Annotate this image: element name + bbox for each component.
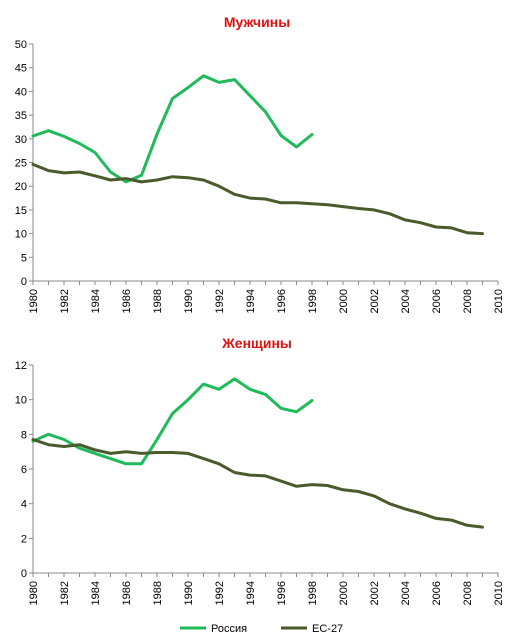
y-tick-label: 40 [15,86,27,98]
y-tick-label: 2 [21,533,27,545]
x-tick-label: 1992 [214,581,226,605]
x-tick-label: 1994 [245,581,257,605]
y-tick-label: 30 [15,134,27,146]
y-tick-label: 50 [15,39,27,51]
x-tick-label: 2006 [431,289,443,313]
x-tick-label: 2000 [338,289,350,313]
y-tick-label: 6 [21,464,27,476]
y-tick-label: 35 [15,110,27,122]
series-line-russia [31,74,314,184]
x-tick-label: 2010 [493,581,505,605]
x-tick-label: 2002 [369,581,381,605]
x-tick-label: 1998 [307,289,319,313]
chart-title-men: Мужчины [224,14,290,30]
x-tick-label: 1988 [152,581,164,605]
x-tick-label: 2010 [493,289,505,313]
y-tick-label: 20 [15,181,27,193]
y-tick-label: 10 [15,395,27,407]
y-tick-label: 0 [21,568,27,580]
series-line-eu27 [31,438,484,529]
x-tick-label: 1980 [28,581,40,605]
x-tick-label: 2006 [431,581,443,605]
x-tick-label: 1990 [183,289,195,313]
series-line-eu27 [31,162,484,236]
legend: Россия ЕС-27 [180,623,343,635]
x-tick-label: 1990 [183,581,195,605]
y-tick-label: 5 [21,252,27,264]
x-tick-label: 1996 [276,289,288,313]
x-tick-label: 1998 [307,581,319,605]
y-tick-label: 12 [15,360,27,372]
y-tick-label: 10 [15,229,27,241]
x-tick-label: 2002 [369,289,381,313]
chart-men: Мужчины 0 5 10 15 20 25 30 35 40 45 50 1980 1982 1984… [15,14,505,313]
x-tick-label: 1992 [214,289,226,313]
x-tick-label: 1984 [90,289,102,313]
chart-title-women: Женщины [221,335,292,351]
x-tick-label: 2004 [400,581,412,605]
y-tick-label: 15 [15,205,27,217]
chart-women: Женщины 0 2 4 6 8 10 12 1980 1982 1984 1986 1988 199… [15,335,505,605]
x-tick-label: 1988 [152,289,164,313]
x-tick-label: 2008 [462,289,474,313]
x-tick-label: 1984 [90,581,102,605]
y-tick-label: 0 [21,276,27,288]
x-tick-label: 2004 [400,289,412,313]
x-tick-label: 1982 [59,581,71,605]
legend-label-eu27: ЕС-27 [312,623,343,635]
x-tick-label: 1982 [59,289,71,313]
x-tick-label: 1996 [276,581,288,605]
y-tick-label: 8 [21,429,27,441]
x-tick-label: 1986 [121,289,133,313]
y-tick-label: 25 [15,158,27,170]
x-tick-label: 2000 [338,581,350,605]
y-tick-label: 4 [21,499,27,511]
legend-label-russia: Россия [211,623,247,635]
x-tick-label: 1980 [28,289,40,313]
x-tick-label: 1986 [121,581,133,605]
x-tick-label: 1994 [245,289,257,313]
x-tick-label: 2008 [462,581,474,605]
series-line-russia [31,377,314,466]
y-tick-label: 45 [15,63,27,75]
